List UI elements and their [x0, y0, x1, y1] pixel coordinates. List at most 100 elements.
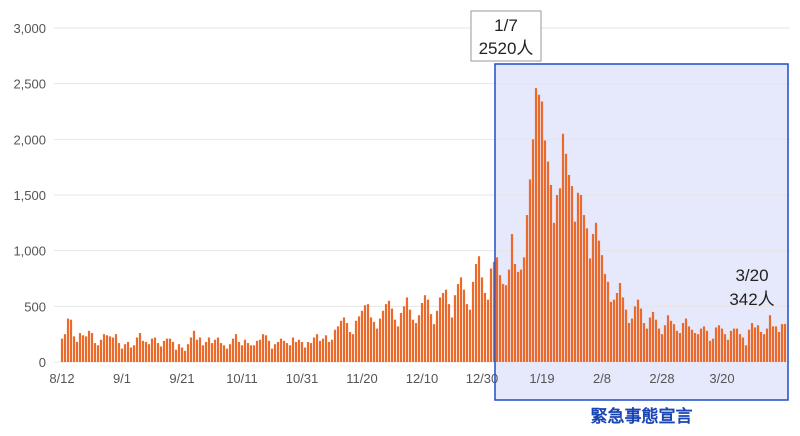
daily-case-bar: [366, 304, 370, 362]
daily-case-bar: [783, 323, 787, 362]
daily-case-bar: [363, 305, 367, 362]
daily-case-bar: [321, 338, 325, 362]
daily-case-bar: [441, 292, 445, 362]
daily-case-bar: [483, 292, 487, 362]
daily-case-bar: [186, 344, 190, 362]
daily-case-bar: [102, 334, 106, 362]
daily-case-bar: [378, 318, 382, 362]
daily-case-bar: [462, 289, 466, 362]
daily-case-bar: [690, 329, 694, 362]
y-tick-label: 1,500: [13, 188, 46, 203]
daily-case-bar: [603, 274, 607, 362]
daily-case-bar: [687, 326, 691, 362]
latest-callout-date: 3/20: [735, 266, 768, 285]
x-tick-label: 11/20: [346, 371, 378, 386]
daily-case-bar: [171, 341, 175, 362]
daily-case-bar: [495, 257, 499, 362]
daily-case-bar: [780, 324, 784, 362]
daily-case-bar: [606, 281, 610, 362]
daily-case-bar: [114, 334, 118, 362]
daily-case-bar: [270, 348, 274, 362]
daily-case-bar: [279, 338, 283, 362]
daily-case-bar: [528, 179, 532, 362]
daily-case-bar: [345, 323, 349, 362]
daily-case-bar: [576, 192, 580, 362]
daily-case-bar: [393, 319, 397, 362]
daily-case-bar: [375, 328, 379, 362]
daily-case-bar: [702, 326, 706, 362]
daily-case-bar: [78, 333, 82, 362]
daily-case-bar: [75, 341, 79, 362]
daily-case-bar: [117, 343, 121, 362]
daily-case-bar: [651, 311, 655, 362]
daily-case-bar: [225, 348, 229, 362]
daily-case-bar: [291, 337, 295, 362]
x-tick-label: 9/1: [113, 371, 131, 386]
daily-case-bar: [339, 320, 343, 362]
daily-case-bar: [84, 336, 88, 362]
daily-case-bar: [447, 304, 451, 362]
daily-case-bar: [678, 333, 682, 362]
daily-case-bar: [192, 330, 196, 362]
daily-case-bar: [147, 344, 151, 362]
daily-case-bar: [387, 300, 391, 362]
peak-callout-box: [470, 10, 542, 62]
daily-case-bar: [222, 345, 226, 362]
y-axis-tick-labels: 0 500 1,000 1,500 2,000 2,500 3,000: [13, 21, 46, 370]
daily-case-bar: [384, 304, 388, 362]
daily-case-bar: [252, 345, 256, 362]
daily-case-bar: [195, 339, 199, 362]
daily-case-bar: [762, 334, 766, 362]
daily-case-bar: [255, 340, 259, 362]
daily-case-bar: [138, 333, 142, 362]
y-tick-label: 500: [24, 299, 46, 314]
daily-case-bar: [765, 328, 769, 362]
x-axis-tick-labels: 8/12 9/1 9/21 10/11 10/31 11/20 12/10 12/30 1/19…: [49, 371, 734, 386]
x-tick-label: 10/31: [286, 371, 319, 386]
daily-case-bar: [264, 335, 268, 362]
daily-case-bar: [666, 315, 670, 362]
daily-case-bar: [714, 327, 718, 362]
daily-case-bar: [81, 335, 85, 362]
daily-case-bar: [285, 343, 289, 362]
daily-case-bar: [120, 348, 124, 362]
daily-case-bar: [408, 309, 412, 362]
daily-case-bar: [612, 299, 616, 362]
daily-case-bar: [402, 306, 406, 362]
daily-case-bar: [573, 221, 577, 362]
daily-case-bar: [771, 326, 775, 362]
daily-case-bar: [63, 334, 67, 362]
daily-case-bar: [744, 345, 748, 362]
daily-case-bar: [111, 337, 115, 362]
daily-case-bar: [336, 326, 340, 362]
x-tick-label: 10/11: [226, 371, 258, 386]
daily-case-bar: [219, 343, 223, 362]
daily-case-bar: [207, 337, 211, 362]
y-tick-label: 1,000: [13, 244, 46, 259]
daily-case-bar: [768, 315, 772, 362]
daily-case-bar: [294, 341, 298, 362]
daily-case-bar: [243, 339, 247, 362]
daily-case-bar: [489, 268, 493, 362]
daily-case-bar: [636, 299, 640, 362]
daily-case-bar: [189, 337, 193, 362]
x-tick-label: 2/8: [593, 371, 611, 386]
daily-case-bar: [609, 301, 613, 362]
daily-case-bar: [591, 233, 595, 362]
daily-case-bar: [72, 336, 76, 362]
daily-case-bar: [558, 188, 562, 362]
daily-case-bar: [552, 222, 556, 362]
daily-case-bar: [543, 140, 547, 362]
daily-case-bar: [420, 302, 424, 362]
daily-case-bar: [405, 297, 409, 362]
emergency-declaration-frame: [494, 63, 789, 401]
peak-callout-value: 2520人: [479, 39, 534, 58]
daily-case-bar: [150, 338, 154, 362]
x-tick-label: 3/20: [709, 371, 734, 386]
daily-case-bar: [126, 341, 130, 362]
daily-case-bar: [777, 331, 781, 362]
daily-case-bar: [663, 325, 667, 362]
daily-case-bar: [723, 334, 727, 362]
daily-case-bar: [288, 345, 292, 362]
daily-case-bar: [642, 323, 646, 362]
